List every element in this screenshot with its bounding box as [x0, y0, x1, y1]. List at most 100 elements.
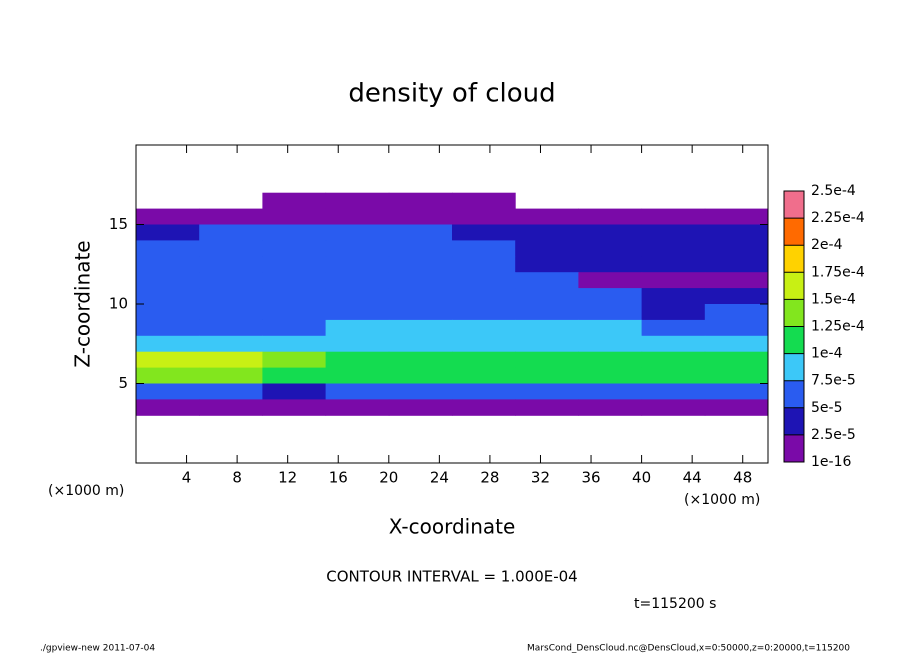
- field-cell: [262, 367, 327, 384]
- field-cell: [704, 351, 769, 369]
- field-cell: [641, 399, 706, 416]
- x-unit: (×1000 m): [684, 492, 760, 508]
- field-cell: [325, 272, 390, 289]
- field-cell: [641, 224, 706, 241]
- field-cell: [578, 383, 643, 400]
- colorbar-swatch: [784, 434, 804, 462]
- field-cell: [578, 256, 643, 273]
- field-cell: [704, 304, 769, 321]
- field-cell: [388, 319, 453, 337]
- colorbar-label: 1.5e-4: [811, 291, 856, 307]
- field-cell: [262, 224, 327, 241]
- field-cell: [641, 351, 706, 369]
- field-cell: [388, 240, 453, 257]
- field-cell: [578, 351, 643, 369]
- field-cell: [515, 367, 579, 384]
- field-cell: [452, 208, 516, 225]
- field-cell: [325, 208, 390, 225]
- field-cell: [262, 272, 327, 289]
- y-axis-label: Z-coordinate: [71, 240, 95, 367]
- colorbar-swatch: [784, 380, 804, 408]
- field-cell: [388, 288, 453, 305]
- field-cell: [641, 240, 706, 257]
- field-cell: [262, 335, 327, 353]
- x-tick-label: 20: [379, 469, 398, 487]
- field-cell: [199, 208, 263, 225]
- field-cell: [578, 272, 643, 289]
- field-cell: [452, 367, 516, 384]
- field-cell: [452, 272, 516, 289]
- field-cell: [515, 208, 579, 225]
- colorbar-label: 2e-4: [811, 237, 843, 253]
- field-cell: [199, 288, 263, 305]
- field-cell: [199, 367, 263, 384]
- field-cell: [136, 208, 200, 225]
- field-cell: [136, 367, 200, 384]
- field-cell: [262, 208, 327, 225]
- field-cell: [704, 399, 769, 416]
- field-cell: [136, 256, 200, 273]
- footer-right: MarsCond_DensCloud.nc@DensCloud,x=0:5000…: [527, 644, 850, 654]
- y-tick-label: 5: [118, 374, 128, 392]
- colorbar-label: 1.25e-4: [811, 319, 865, 335]
- field-cell: [325, 288, 390, 305]
- field-cell: [578, 208, 643, 225]
- y-tick-label: 10: [109, 295, 128, 313]
- field-cell: [262, 399, 327, 416]
- field-cell: [325, 224, 390, 241]
- field-cell: [452, 192, 516, 210]
- field-cell: [578, 288, 643, 305]
- colorbar-swatch: [784, 326, 804, 354]
- field-cell: [452, 319, 516, 337]
- colorbar-label: 2.5e-5: [811, 427, 856, 443]
- field-cell: [136, 399, 200, 416]
- field-cell: [262, 256, 327, 273]
- field-cell: [515, 351, 579, 369]
- field-cell: [452, 304, 516, 321]
- field-cell: [704, 319, 769, 337]
- colorbar-label: 1.75e-4: [811, 264, 865, 280]
- field-cell: [452, 335, 516, 353]
- field-cell: [262, 351, 327, 369]
- field-cell: [199, 351, 263, 369]
- field-cell: [515, 335, 579, 353]
- colorbar-swatch: [784, 353, 804, 381]
- field-cell: [199, 240, 263, 257]
- field-cell: [388, 208, 453, 225]
- field-cell: [704, 367, 769, 384]
- field-cell: [262, 240, 327, 257]
- field-cell: [199, 399, 263, 416]
- field-cell: [199, 256, 263, 273]
- time-label: t=115200 s: [634, 596, 716, 612]
- field-cell: [515, 224, 579, 241]
- field-cell: [578, 319, 643, 337]
- colorbar-swatch: [784, 407, 804, 435]
- colorbar-label: 2.5e-4: [811, 183, 856, 199]
- field-cell: [136, 224, 200, 241]
- x-axis-label: X-coordinate: [389, 515, 516, 539]
- colorbar-swatch: [784, 218, 804, 246]
- field-cell: [388, 304, 453, 321]
- field-cell: [136, 351, 200, 369]
- field-cell: [199, 319, 263, 337]
- x-tick-label: 32: [531, 469, 550, 487]
- field-cell: [325, 240, 390, 257]
- x-tick-label: 4: [182, 469, 192, 487]
- footer-left: ./gpview-new 2011-07-04: [40, 644, 155, 654]
- field-cell: [325, 367, 390, 384]
- field-cell: [578, 304, 643, 321]
- field-cell: [388, 256, 453, 273]
- field-cell: [452, 288, 516, 305]
- field-cell: [578, 224, 643, 241]
- field-cell: [641, 304, 706, 321]
- field-cell: [515, 272, 579, 289]
- field-cell: [325, 192, 390, 210]
- field-cell: [641, 383, 706, 400]
- field-cell: [452, 256, 516, 273]
- chart-title: density of cloud: [348, 79, 555, 109]
- field-cell: [641, 256, 706, 273]
- field-cell: [262, 288, 327, 305]
- field-cell: [136, 319, 200, 337]
- field-cell: [199, 335, 263, 353]
- field-cell: [515, 256, 579, 273]
